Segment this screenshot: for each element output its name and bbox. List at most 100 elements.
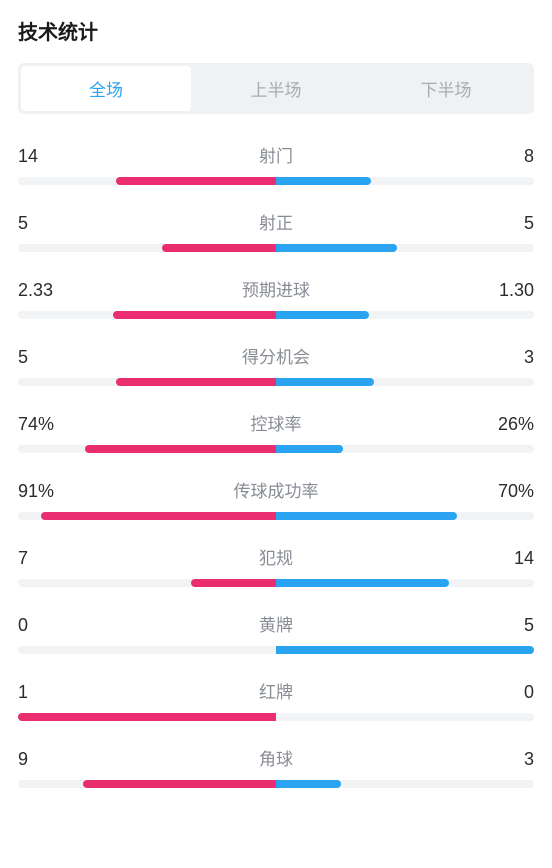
stat-left-value: 74% <box>18 414 74 435</box>
stat-bar-left-track <box>18 244 276 252</box>
stat-header: 74% 控球率 26% <box>18 410 534 435</box>
stat-label: 得分机会 <box>242 343 310 368</box>
tab-second-half[interactable]: 下半场 <box>361 66 531 111</box>
stat-bar-right-fill <box>276 579 449 587</box>
stat-header: 2.33 预期进球 1.30 <box>18 276 534 301</box>
stat-bar-right-fill <box>276 378 374 386</box>
stat-bar-right-fill <box>276 512 457 520</box>
stat-bar-left-fill <box>18 713 276 721</box>
stat-right-value: 8 <box>478 146 534 167</box>
stat-left-value: 91% <box>18 481 74 502</box>
stats-list: 14 射门 8 5 射正 5 2.33 预期进球 1.30 5 得分机会 3 74% 控球率 26% 91% 传… <box>18 142 534 788</box>
stat-row: 5 得分机会 3 <box>18 343 534 386</box>
stat-left-value: 14 <box>18 146 74 167</box>
stat-label: 射正 <box>259 209 293 234</box>
stat-bar-left-track <box>18 579 276 587</box>
tab-first-half[interactable]: 上半场 <box>191 66 361 111</box>
stat-bar-right-fill <box>276 311 369 319</box>
stat-bar <box>18 445 534 453</box>
stat-header: 1 红牌 0 <box>18 678 534 703</box>
stat-bar-right-track <box>276 311 534 319</box>
stat-right-value: 0 <box>478 682 534 703</box>
stat-header: 7 犯规 14 <box>18 544 534 569</box>
stat-bar-right-track <box>276 646 534 654</box>
stat-label: 控球率 <box>251 410 302 435</box>
stat-left-value: 9 <box>18 749 74 770</box>
stat-bar-right-track <box>276 713 534 721</box>
stat-right-value: 3 <box>478 749 534 770</box>
stat-bar-left-track <box>18 311 276 319</box>
stat-bar-left-fill <box>83 780 277 788</box>
tab-full-match[interactable]: 全场 <box>21 66 191 111</box>
stat-bar <box>18 177 534 185</box>
stat-bar-left-fill <box>191 579 276 587</box>
stat-right-value: 5 <box>478 615 534 636</box>
stat-bar <box>18 579 534 587</box>
stat-header: 0 黄牌 5 <box>18 611 534 636</box>
stat-right-value: 1.30 <box>478 280 534 301</box>
stat-row: 2.33 预期进球 1.30 <box>18 276 534 319</box>
stat-label: 射门 <box>259 142 293 167</box>
stat-label: 传球成功率 <box>234 477 319 502</box>
stat-right-value: 3 <box>478 347 534 368</box>
stat-bar-right-track <box>276 512 534 520</box>
stat-row: 7 犯规 14 <box>18 544 534 587</box>
stat-bar-left-track <box>18 713 276 721</box>
stat-label: 红牌 <box>259 678 293 703</box>
stat-bar-left-track <box>18 445 276 453</box>
stat-bar <box>18 378 534 386</box>
stat-label: 黄牌 <box>259 611 293 636</box>
stat-header: 5 射正 5 <box>18 209 534 234</box>
stat-label: 预期进球 <box>242 276 310 301</box>
stat-bar-left-track <box>18 646 276 654</box>
stat-right-value: 26% <box>478 414 534 435</box>
stat-row: 74% 控球率 26% <box>18 410 534 453</box>
stat-row: 1 红牌 0 <box>18 678 534 721</box>
stat-bar-right-fill <box>276 244 397 252</box>
stat-bar-right-track <box>276 177 534 185</box>
stat-bar-left-fill <box>41 512 276 520</box>
stat-header: 9角球3 <box>18 745 534 770</box>
stat-bar-right-track <box>276 579 534 587</box>
stat-bar-left-fill <box>113 311 276 319</box>
stat-bar-right-fill <box>276 780 341 788</box>
stat-left-value: 2.33 <box>18 280 74 301</box>
stat-left-value: 5 <box>18 213 74 234</box>
stat-header: 91% 传球成功率 70% <box>18 477 534 502</box>
stat-row: 0 黄牌 5 <box>18 611 534 654</box>
stat-bar-right-track <box>276 780 534 788</box>
stat-left-value: 0 <box>18 615 74 636</box>
stat-row: 9角球3 <box>18 745 534 788</box>
stat-bar-left-track <box>18 378 276 386</box>
stat-right-value: 14 <box>478 548 534 569</box>
stat-bar-right-fill <box>276 177 371 185</box>
stat-bar-left-fill <box>85 445 276 453</box>
stat-row: 5 射正 5 <box>18 209 534 252</box>
stat-label: 犯规 <box>259 544 293 569</box>
stat-left-value: 7 <box>18 548 74 569</box>
stat-header: 5 得分机会 3 <box>18 343 534 368</box>
stat-bar-right-fill <box>276 445 343 453</box>
stat-bar-left-track <box>18 177 276 185</box>
section-title: 技术统计 <box>18 16 534 45</box>
stat-left-value: 5 <box>18 347 74 368</box>
stat-bar-right-track <box>276 244 534 252</box>
stat-bar <box>18 713 534 721</box>
stat-bar-left-fill <box>162 244 276 252</box>
period-tabs: 全场 上半场 下半场 <box>18 63 534 114</box>
stat-left-value: 1 <box>18 682 74 703</box>
stat-bar <box>18 646 534 654</box>
stat-bar-left-fill <box>116 378 276 386</box>
stat-row: 14 射门 8 <box>18 142 534 185</box>
stat-bar-right-track <box>276 445 534 453</box>
stat-bar-left-track <box>18 780 276 788</box>
stat-bar <box>18 512 534 520</box>
stat-bar-right-fill <box>276 646 534 654</box>
stat-bar-right-track <box>276 378 534 386</box>
stat-row: 91% 传球成功率 70% <box>18 477 534 520</box>
stat-bar <box>18 244 534 252</box>
stat-right-value: 5 <box>478 213 534 234</box>
stat-bar-left-fill <box>116 177 276 185</box>
stat-bar-left-track <box>18 512 276 520</box>
stat-right-value: 70% <box>478 481 534 502</box>
